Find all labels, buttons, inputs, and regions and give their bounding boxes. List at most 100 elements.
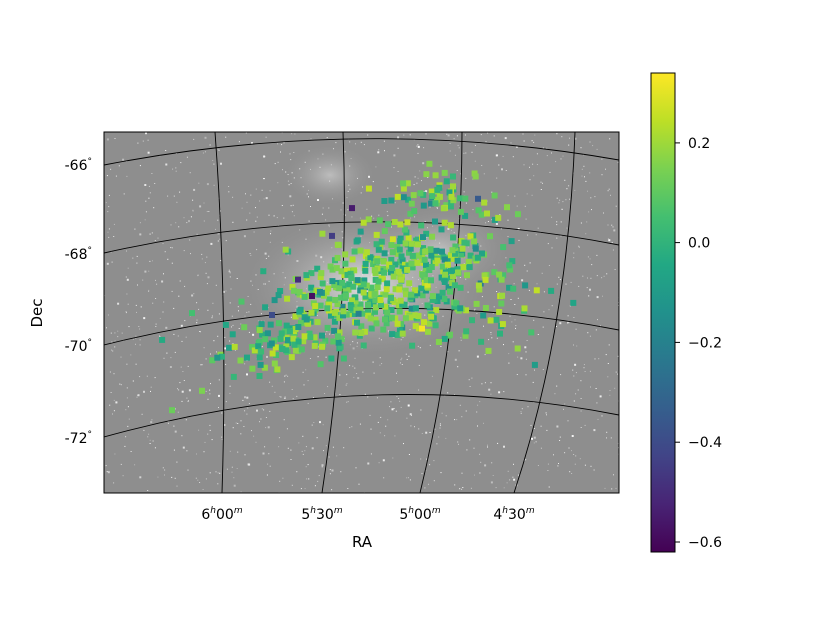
- data-point: [354, 237, 361, 244]
- data-point: [386, 261, 393, 268]
- data-point: [360, 289, 367, 296]
- data-point: [389, 249, 396, 256]
- star: [255, 188, 257, 190]
- star: [369, 414, 371, 416]
- star: [111, 349, 113, 351]
- star: [110, 392, 112, 393]
- data-point: [394, 320, 401, 327]
- star: [277, 143, 279, 145]
- star: [106, 175, 108, 177]
- star: [454, 154, 456, 156]
- star: [307, 464, 309, 466]
- data-point: [413, 238, 420, 244]
- data-point: [420, 202, 427, 209]
- data-point: [429, 233, 436, 240]
- star: [426, 458, 427, 460]
- data-point: [334, 241, 341, 248]
- data-point: [354, 277, 361, 284]
- star: [305, 466, 307, 468]
- star: [204, 441, 206, 443]
- star: [569, 137, 570, 139]
- star: [144, 270, 147, 273]
- star: [120, 463, 122, 465]
- star: [524, 459, 526, 461]
- star: [562, 201, 564, 203]
- star: [466, 449, 468, 451]
- star: [284, 397, 286, 399]
- data-point: [308, 270, 315, 277]
- star: [154, 447, 156, 449]
- star: [353, 376, 355, 378]
- star: [596, 402, 598, 404]
- star: [171, 247, 173, 249]
- star: [184, 320, 186, 322]
- star: [465, 177, 467, 179]
- star: [373, 372, 375, 374]
- star: [403, 134, 405, 136]
- star: [149, 260, 151, 262]
- star: [583, 364, 585, 366]
- star: [399, 400, 401, 402]
- star: [587, 277, 588, 279]
- star: [308, 220, 310, 222]
- star: [573, 317, 575, 318]
- star: [522, 133, 524, 135]
- star: [474, 160, 476, 162]
- star: [263, 198, 265, 200]
- star: [370, 453, 372, 455]
- star: [217, 240, 219, 242]
- star: [265, 136, 267, 138]
- star: [456, 170, 458, 171]
- data-point: [450, 267, 456, 274]
- star: [400, 359, 402, 361]
- star: [109, 371, 111, 373]
- star: [562, 155, 564, 157]
- star: [551, 216, 553, 218]
- data-point: [307, 334, 314, 341]
- star: [125, 436, 127, 438]
- star: [573, 454, 575, 455]
- colorbar-tick-label: −0.4: [688, 435, 722, 451]
- star: [454, 358, 457, 361]
- star: [542, 182, 543, 184]
- star: [148, 185, 150, 187]
- star: [107, 231, 109, 233]
- star: [203, 451, 205, 453]
- star: [177, 335, 179, 337]
- star: [290, 205, 292, 207]
- star: [217, 483, 219, 485]
- data-point: [404, 266, 411, 273]
- star: [163, 357, 165, 359]
- star: [283, 381, 285, 383]
- star: [518, 474, 520, 476]
- data-point: [500, 244, 507, 251]
- star: [587, 256, 589, 258]
- star: [270, 233, 271, 235]
- star: [574, 189, 576, 191]
- data-point: [347, 270, 354, 277]
- star: [132, 257, 134, 259]
- star: [202, 489, 204, 490]
- star: [533, 141, 535, 143]
- star: [179, 382, 181, 384]
- data-point: [392, 261, 399, 268]
- data-point: [428, 277, 434, 284]
- star: [575, 328, 577, 330]
- star: [141, 413, 143, 415]
- colorbar-tick-label: 0.2: [688, 136, 710, 152]
- star: [251, 142, 253, 145]
- star: [109, 404, 111, 406]
- star: [136, 255, 138, 257]
- star: [203, 202, 205, 204]
- star: [406, 359, 408, 360]
- star: [488, 339, 490, 341]
- star: [585, 233, 587, 235]
- data-point: [422, 248, 429, 255]
- star: [190, 216, 192, 218]
- star: [148, 197, 150, 199]
- data-point: [273, 352, 280, 358]
- star: [267, 426, 270, 429]
- star: [174, 351, 176, 353]
- star: [248, 403, 250, 404]
